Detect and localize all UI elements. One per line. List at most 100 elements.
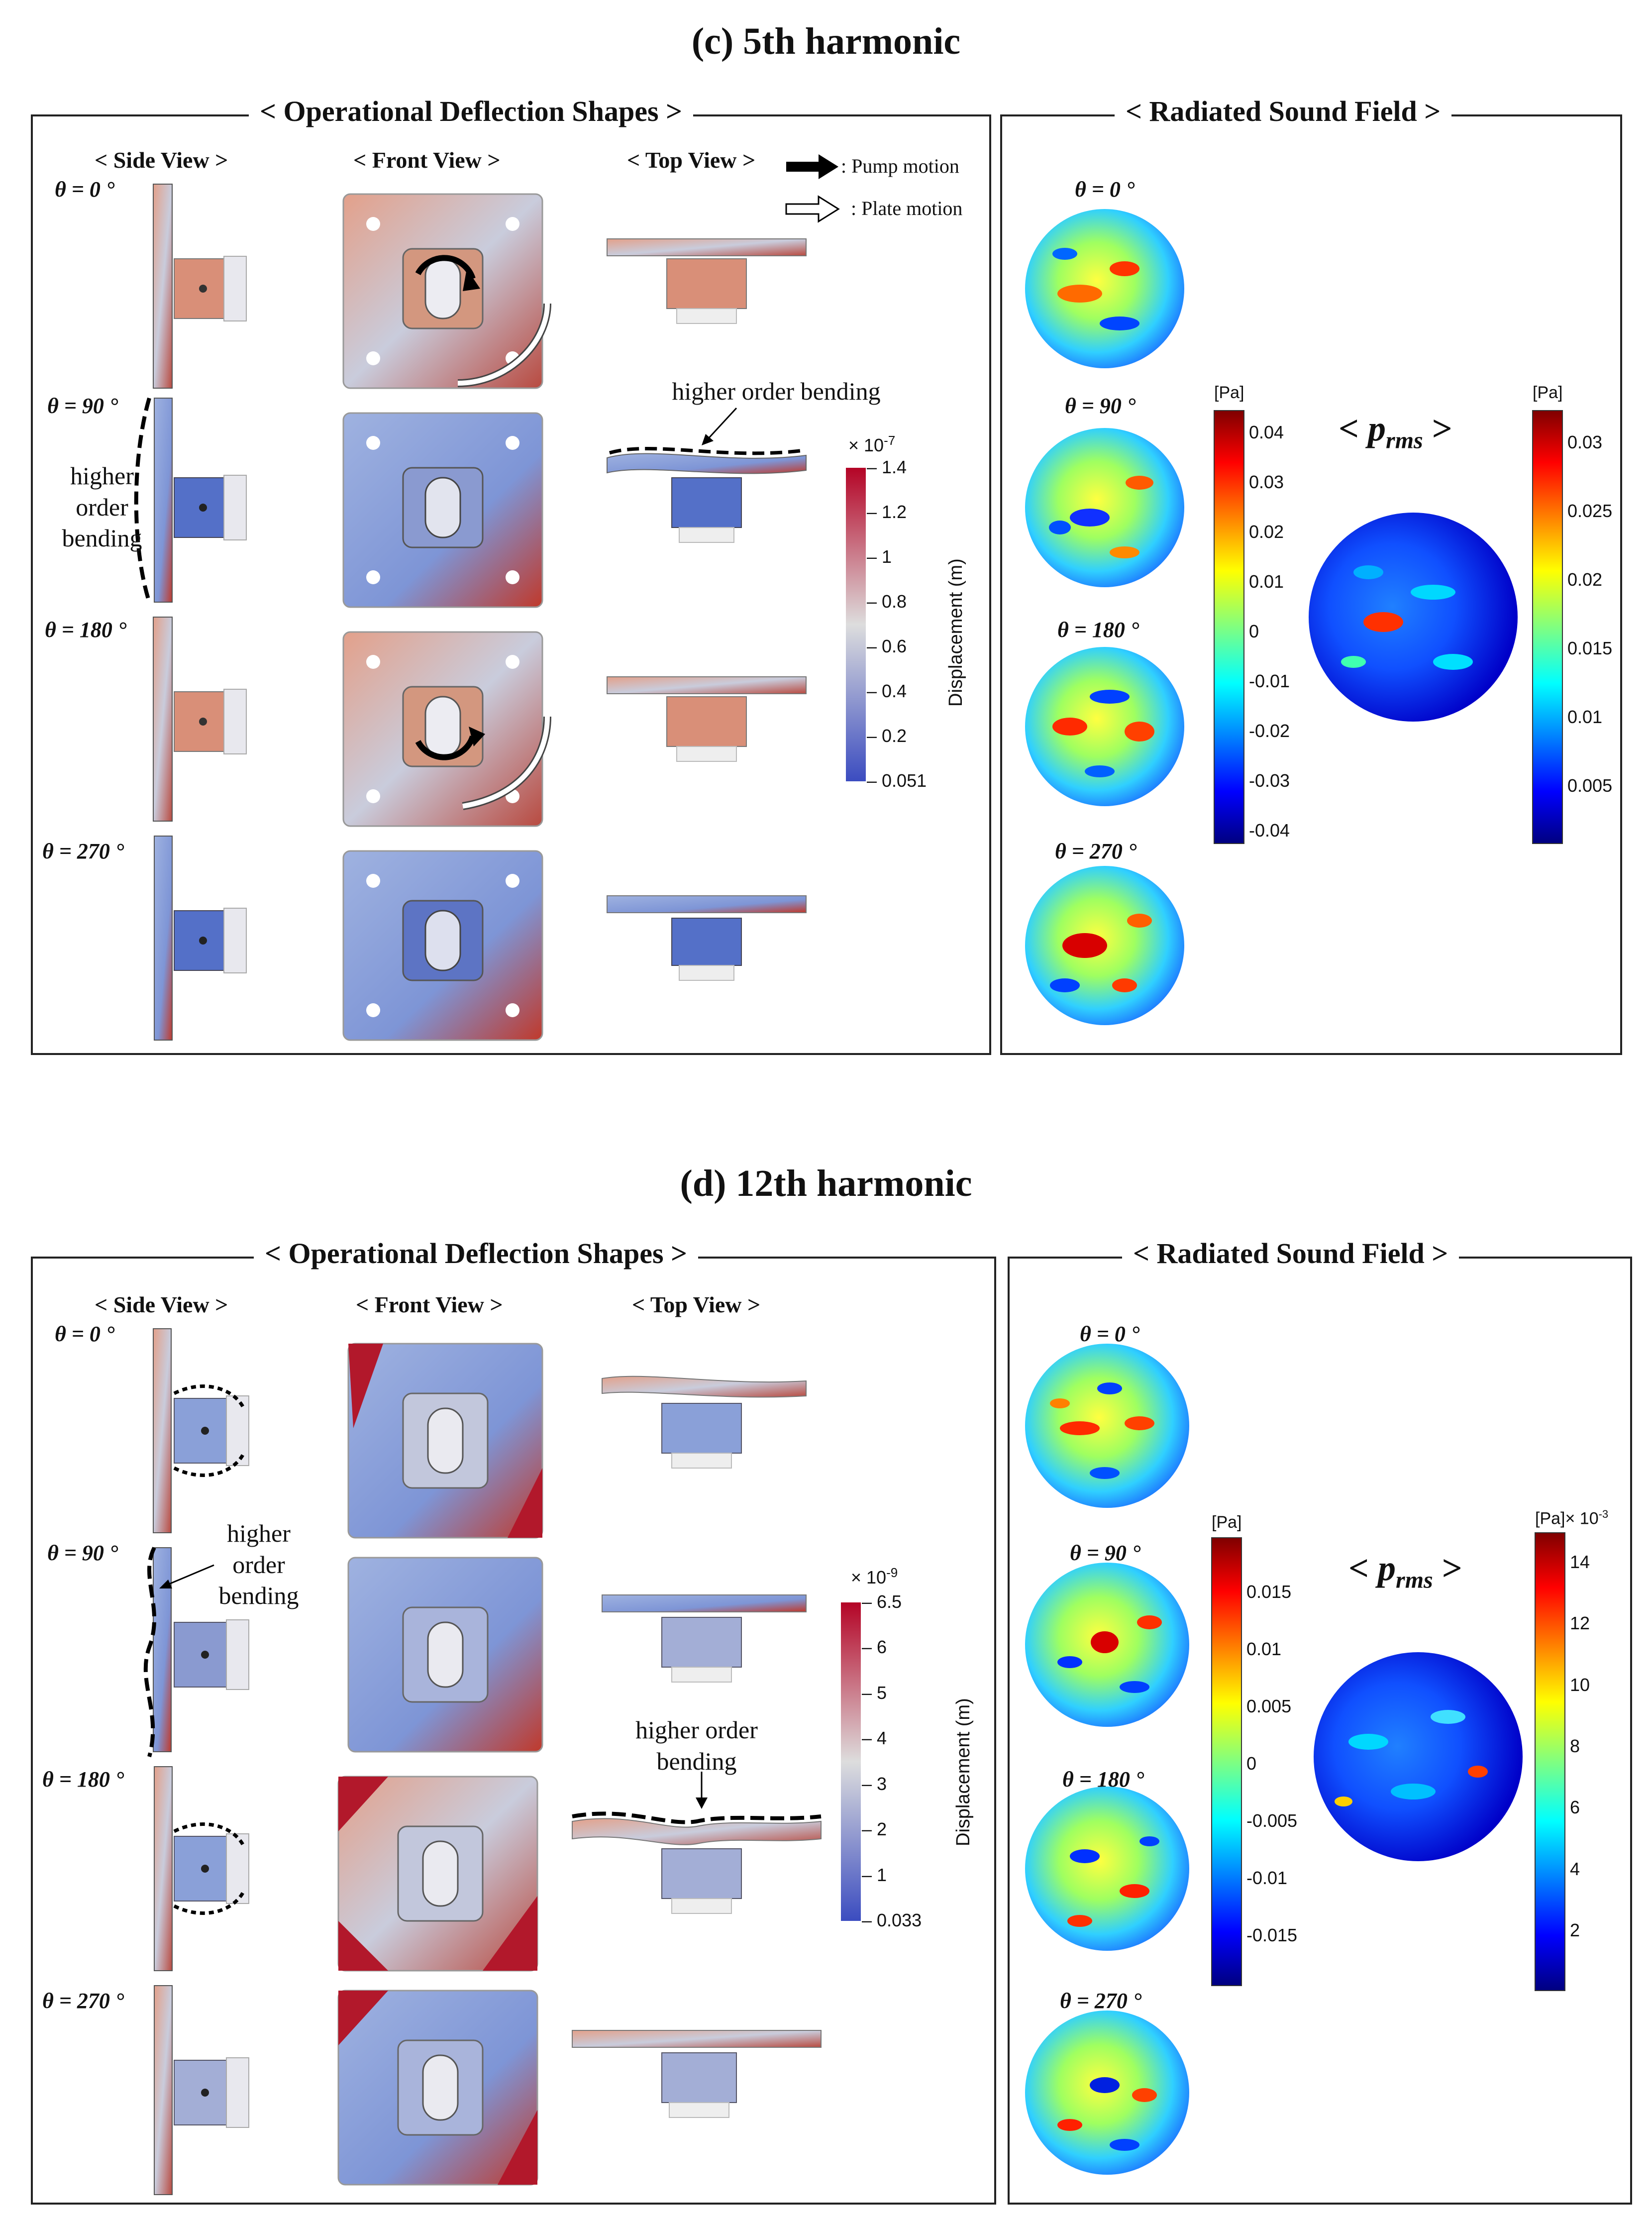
legend-pump-motion: : Pump motion [841,155,959,177]
pa-unit-d: [Pa] [1212,1513,1242,1532]
sphere-c-270 [1025,866,1184,1025]
prms-d-tick-4: 6 [1570,1797,1580,1818]
prms-c-tick-4: 0.01 [1567,707,1603,727]
pa-d-tick-3: 0 [1246,1753,1257,1774]
sphere-c-0 [1025,209,1184,368]
prms-unit-d: [Pa]× 10-3 [1535,1508,1609,1528]
disp-exponent-c: × 10-7 [848,433,896,455]
theta-label-d-90: θ = 90 ° [47,1541,118,1565]
front-view-d-270 [337,1990,538,2186]
prms-label-c: < prms > [1339,409,1452,454]
sphere-d-270 [1025,2010,1189,2175]
side-view-d-0 [153,1328,249,1533]
side-view-d-180 [154,1766,249,1971]
pa-d-tick-6: -0.015 [1246,1925,1298,1945]
prms-c-tick-2: 0.02 [1567,569,1603,590]
note-top-bending-c: higher order bending [672,377,881,405]
pa-d-tick-1: 0.01 [1246,1639,1282,1659]
sphere-d-180 [1025,1787,1189,1951]
sphere-d-90 [1025,1563,1189,1727]
top-view-d-90 [602,1594,807,1683]
prms-colorbar-d [1535,1532,1565,1991]
top-view-c-0 [607,238,807,324]
side-view-heading-c: < Side View > [95,147,228,173]
top-view-d-270 [572,2030,822,2118]
rsf-theta-d-270: θ = 270 ° [1060,1989,1142,2013]
front-view-d-0 [347,1343,543,1539]
rsf-theta-c-0: θ = 0 ° [1075,177,1135,202]
side-view-d-270 [154,1985,249,2195]
disp-d-tick-7: – 0.033 [862,1910,922,1930]
front-view-d-90 [347,1557,543,1753]
top-view-c-180 [607,676,807,762]
pa-c-tick-3: 0.01 [1249,571,1284,592]
disp-exponent-d: × 10-9 [851,1565,898,1587]
top-view-d-0 [602,1375,807,1469]
pa-d-tick-4: -0.005 [1246,1810,1298,1831]
front-view-d-180 [337,1776,538,1972]
pa-c-tick-5: -0.01 [1249,671,1290,691]
note-side-bending-c: higher order bending [62,462,142,552]
top-view-heading-d: < Top View > [632,1292,761,1317]
note-top-bending-d: higher order bending [635,1716,758,1775]
side-view-d-90 [153,1547,249,1752]
pa-c-tick-4: 0 [1249,621,1259,641]
side-view-c-90 [154,398,247,603]
rsf-heading-d: < Radiated Sound Field > [1122,1237,1459,1270]
pa-c-tick-1: 0.03 [1249,472,1284,492]
pa-c-tick-2: 0.02 [1249,522,1284,542]
ods-heading-d: < Operational Deflection Shapes > [254,1237,699,1270]
displacement-colorbar-d [841,1602,861,1921]
front-view-heading-c: < Front View > [353,147,501,173]
rsf-theta-c-90: θ = 90 ° [1065,394,1136,418]
disp-c-tick-1: – 1.2 [867,502,907,522]
front-view-c-180 [342,631,551,827]
prms-d-tick-6: 2 [1570,1920,1580,1940]
disp-axis-title-c: Displacement (m) [945,558,966,707]
front-view-c-270 [342,850,543,1041]
pa-c-tick-6: -0.02 [1249,721,1290,741]
pa-colorbar-c [1214,410,1244,844]
top-view-c-90 [607,447,807,543]
rsf-heading-c: < Radiated Sound Field > [1115,95,1452,128]
plate-motion-arrow-icon [785,195,840,223]
note-side-bending-d: higher order bending [218,1519,299,1609]
pa-d-tick-2: 0.005 [1246,1696,1292,1716]
prms-c-tick-5: 0.005 [1567,775,1613,796]
disp-c-tick-4: – 0.6 [867,636,907,656]
side-view-heading-d: < Side View > [95,1292,228,1317]
disp-d-tick-4: – 3 [862,1773,887,1794]
pa-c-tick-0: 0.04 [1249,422,1284,442]
front-view-heading-d: < Front View > [356,1292,503,1317]
pa-d-tick-0: 0.015 [1246,1582,1292,1602]
note-top-arrow-d [696,1772,708,1809]
pa-d-tick-5: -0.01 [1246,1868,1288,1888]
displacement-colorbar-c [846,468,866,781]
pa-unit-c: [Pa] [1214,383,1244,402]
front-view-c-90 [342,412,543,608]
disp-d-tick-2: – 5 [862,1682,887,1703]
prms-c-tick-1: 0.025 [1567,501,1613,521]
theta-label-d-270: θ = 270 ° [42,1989,124,2013]
disp-c-tick-3: – 0.8 [867,591,907,612]
prms-label-d: < prms > [1348,1548,1462,1593]
prms-d-tick-1: 12 [1570,1613,1590,1634]
prms-unit-c: [Pa] [1533,383,1563,402]
disp-d-tick-6: – 1 [862,1864,887,1885]
disp-c-tick-5: – 0.4 [867,681,907,701]
rsf-theta-c-270: θ = 270 ° [1055,839,1137,863]
side-view-c-270 [154,836,247,1041]
pa-c-tick-8: -0.04 [1249,820,1290,841]
sphere-c-180 [1025,647,1184,806]
prms-d-tick-2: 10 [1570,1674,1590,1695]
top-view-c-270 [607,895,807,981]
ods-heading-c: < Operational Deflection Shapes > [249,95,694,128]
bending-curve-side-c [134,397,151,603]
sphere-d-0 [1025,1344,1189,1508]
pa-c-tick-7: -0.03 [1249,770,1290,791]
pa-colorbar-d [1211,1537,1242,1986]
side-view-c-180 [153,617,247,822]
prms-c-tick-3: 0.015 [1567,638,1613,658]
disp-d-tick-5: – 2 [862,1819,887,1840]
disp-axis-title-d: Displacement (m) [953,1698,974,1846]
